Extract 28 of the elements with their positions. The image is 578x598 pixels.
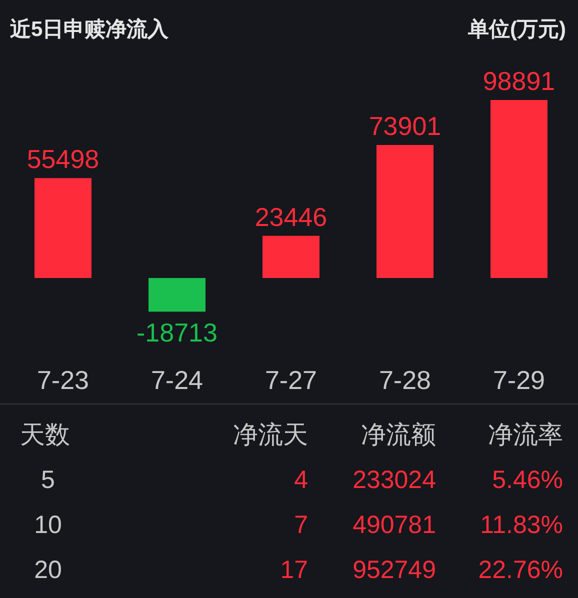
- category-label: 净流额: [361, 421, 436, 449]
- text: 5.46%: [492, 466, 563, 494]
- text: 490781: [352, 511, 436, 539]
- data-label: 98891: [482, 66, 556, 96]
- x-tick-label: 7-24: [150, 365, 204, 395]
- data-label: 73901: [368, 110, 442, 141]
- category-label: 天数: [20, 421, 70, 449]
- x-tick-label: 7-23: [36, 365, 90, 395]
- x-tick-label: 7-28: [378, 365, 432, 395]
- chart-title: 近5日申赎净流入: [9, 17, 170, 41]
- text: 233024: [352, 466, 436, 494]
- category-label: 净流天: [233, 421, 308, 449]
- text: 4: [294, 466, 308, 494]
- data-label: 55498: [26, 144, 100, 174]
- category-label: 5: [41, 466, 55, 494]
- x-tick-label: 7-27: [264, 365, 318, 395]
- text: 17: [280, 556, 308, 584]
- category-label: 10: [34, 511, 62, 539]
- data-label: 23446: [254, 202, 328, 232]
- x-tick-label: 7-29: [492, 365, 546, 395]
- text: 952749: [352, 556, 436, 584]
- text: 7: [294, 511, 308, 539]
- text: 11.83%: [480, 511, 563, 539]
- text: 22.76%: [478, 556, 563, 584]
- chart-subtitle: 单位(万元): [467, 18, 566, 41]
- category-label: 20: [34, 556, 62, 584]
- data-label: -18713: [136, 318, 218, 348]
- category-label: 净流率: [488, 421, 563, 449]
